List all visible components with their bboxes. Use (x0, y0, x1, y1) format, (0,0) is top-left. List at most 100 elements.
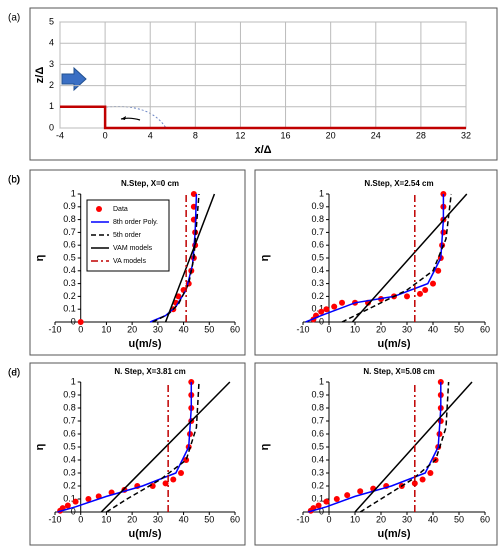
y-tick-label: 0.7 (311, 227, 324, 237)
data-point (178, 470, 184, 476)
legend-label: 8th order Poly. (113, 219, 158, 226)
x-tick-label: 40 (179, 514, 189, 524)
x-tick-label: 28 (416, 130, 426, 140)
y-tick-label: 0 (319, 506, 324, 516)
data-point (404, 293, 410, 300)
y-axis-label: η (259, 254, 271, 261)
panel-frame (254, 169, 498, 356)
x-tick-label: 30 (153, 514, 163, 524)
chart-title: N.Step, X=2.54 cm (364, 179, 433, 188)
panel-label: (a) (8, 13, 20, 24)
y-tick-label: 0.3 (311, 467, 324, 477)
series-line (106, 381, 200, 513)
y-tick-label: 1 (71, 376, 76, 386)
y-tick-label: 0 (319, 316, 324, 326)
x-tick-label: 40 (428, 514, 438, 524)
x-tick-label: 20 (326, 130, 336, 140)
data-point (72, 498, 79, 505)
x-axis-label: u(m/s) (378, 528, 411, 540)
y-tick-label: 0.2 (311, 480, 324, 490)
data-point (419, 476, 426, 483)
data-point (430, 280, 436, 287)
panel-frame (29, 362, 246, 546)
data-point (190, 191, 197, 197)
data-point (315, 502, 322, 509)
y-tick-label: 0.5 (63, 252, 76, 262)
x-tick-label: 40 (179, 324, 189, 334)
panel-label: (c) (8, 175, 20, 186)
y-tick-label: 0.9 (311, 389, 324, 399)
x-tick-label: 20 (127, 514, 137, 524)
x-tick-label: 50 (454, 324, 464, 334)
y-axis-label: z/Δ (34, 67, 46, 84)
y-tick-label: 0.9 (63, 201, 76, 211)
y-tick-label: 0.7 (63, 415, 76, 425)
y-tick-label: 2 (49, 80, 54, 90)
x-tick-label: 50 (204, 514, 214, 524)
y-tick-label: 0.5 (311, 252, 324, 262)
y-tick-label: 0.8 (311, 402, 324, 412)
y-tick-label: 0.2 (63, 480, 76, 490)
data-point (427, 470, 434, 476)
data-point (323, 498, 330, 505)
series-line (57, 382, 193, 513)
data-point (357, 488, 364, 495)
legend-label: 5th order (113, 232, 142, 239)
panel-frame (254, 362, 498, 546)
y-tick-label: 5 (49, 16, 54, 26)
y-tick-label: 0.1 (311, 493, 324, 503)
legend-label: Data (113, 206, 128, 213)
panel-frame (29, 7, 498, 161)
x-tick-label: 10 (350, 324, 360, 334)
x-tick-label: 20 (127, 324, 137, 334)
data-point (339, 299, 345, 306)
y-tick-label: 1 (319, 376, 324, 386)
panel-label: (d) (8, 368, 20, 379)
y-tick-label: 0.4 (311, 454, 324, 464)
x-axis-label: u(m/s) (129, 528, 162, 540)
x-tick-label: -10 (48, 514, 61, 524)
x-tick-label: 0 (78, 514, 83, 524)
y-tick-label: 0.2 (63, 291, 76, 301)
chart-title: N. Step, X=5.08 cm (363, 367, 434, 376)
data-point (318, 308, 325, 315)
flow-arrow (61, 66, 87, 92)
y-tick-label: 0.2 (311, 291, 324, 301)
data-point (77, 319, 84, 325)
y-tick-label: 0.8 (63, 402, 76, 412)
y-tick-label: 1 (319, 188, 324, 198)
legend-marker (96, 206, 102, 212)
y-tick-label: 0.6 (63, 428, 76, 438)
x-tick-label: 30 (402, 514, 412, 524)
legend-label: VA models (113, 258, 146, 265)
series-line (100, 381, 231, 513)
arrow-head (121, 116, 126, 120)
y-tick-label: 4 (49, 38, 54, 48)
y-axis-label: η (259, 443, 271, 450)
x-tick-label: 60 (230, 514, 240, 524)
x-tick-label: 10 (350, 514, 360, 524)
x-tick-label: 0 (326, 324, 331, 334)
y-tick-label: 0.3 (63, 467, 76, 477)
chart-title: N. Step, X=3.81 cm (114, 367, 185, 376)
x-tick-label: 0 (78, 324, 83, 334)
y-tick-label: 1 (49, 101, 54, 111)
y-tick-label: 3 (49, 59, 54, 69)
data-point (435, 267, 442, 274)
y-tick-label: 0.4 (63, 265, 76, 275)
y-tick-label: 0.7 (311, 415, 324, 425)
y-tick-label: 0.8 (311, 214, 324, 224)
panel-frame (29, 169, 246, 356)
x-tick-label: 50 (454, 514, 464, 524)
x-tick-label: 16 (281, 130, 291, 140)
x-tick-label: 20 (376, 324, 386, 334)
y-tick-label: 0.4 (63, 454, 76, 464)
y-tick-label: 0.3 (63, 278, 76, 288)
x-tick-label: -10 (296, 514, 309, 524)
x-tick-label: 50 (204, 324, 214, 334)
x-axis-label: x/Δ (254, 144, 271, 156)
series-line (307, 382, 442, 513)
recirculation (105, 105, 167, 129)
data-point (331, 303, 338, 310)
